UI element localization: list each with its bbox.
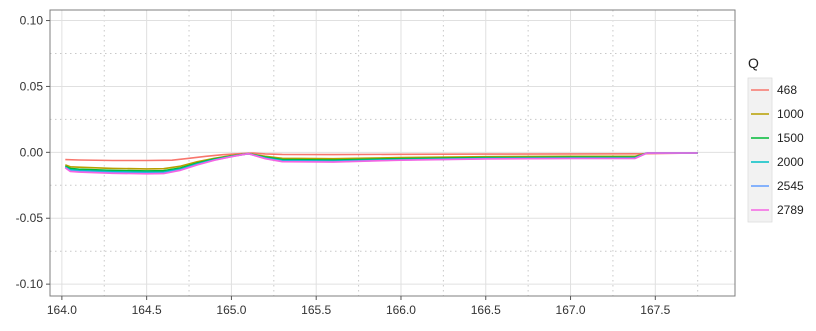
legend-label-2000: 2000 <box>777 155 804 169</box>
y-tick-label: -0.10 <box>16 277 44 291</box>
legend-label-468: 468 <box>777 83 797 97</box>
legend-label-1000: 1000 <box>777 107 804 121</box>
x-tick-label: 164.5 <box>132 303 162 317</box>
grid <box>50 10 735 296</box>
x-tick-label: 166.0 <box>386 303 416 317</box>
y-tick-label: 0.10 <box>20 14 44 28</box>
legend-key-background <box>747 77 773 223</box>
x-tick-label: 165.0 <box>216 303 246 317</box>
x-tick-label: 167.0 <box>556 303 586 317</box>
y-tick-label: 0.05 <box>20 79 44 93</box>
x-tick-label: 166.5 <box>471 303 501 317</box>
x-tick-label: 164.0 <box>47 303 77 317</box>
y-tick-label: -0.05 <box>16 211 44 225</box>
legend-title: Q <box>748 55 759 71</box>
legend-label-2545: 2545 <box>777 179 804 193</box>
x-tick-label: 167.5 <box>640 303 670 317</box>
plot-panel-border <box>49 9 736 297</box>
legend: Q 468 1000 1500 2000 2545 2789 <box>747 55 804 223</box>
series-lines <box>64 152 698 175</box>
legend-label-1500: 1500 <box>777 131 804 145</box>
series-line-2789 <box>64 152 698 175</box>
legend-label-2789: 2789 <box>777 203 804 217</box>
y-tick-label: 0.00 <box>20 145 44 159</box>
axes: 164.0 164.5 165.0 165.5 166.0 166.5 167.0 167.5… <box>16 14 671 317</box>
x-tick-label: 165.5 <box>301 303 331 317</box>
